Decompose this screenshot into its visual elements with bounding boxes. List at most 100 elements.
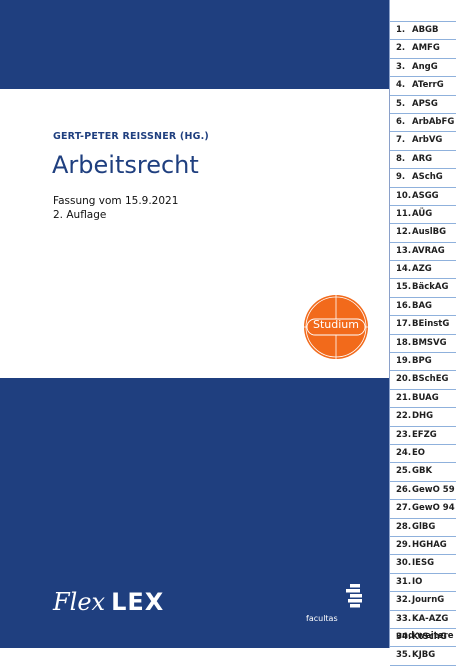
index-item: 4. ATerrG: [390, 77, 456, 96]
index-item-number: 20.: [396, 374, 412, 385]
index-item-label: BMSVG: [412, 337, 447, 348]
index-item-number: 2.: [396, 43, 406, 54]
index-item-label: ArbVG: [412, 135, 443, 146]
index-item-number: 25.: [396, 466, 412, 477]
index-item: 28.GlBG: [390, 519, 456, 537]
index-item-number: 9.: [396, 172, 406, 183]
index-item-number: 18.: [396, 337, 412, 348]
index-item: 11.AÜG: [390, 206, 456, 225]
publisher-name: facultas: [306, 614, 338, 623]
index-item-label: EFZG: [412, 429, 437, 440]
index-item-number: 24.: [396, 447, 412, 458]
index-item-label: ASchG: [412, 172, 443, 183]
index-item-number: 21.: [396, 392, 412, 403]
index-item-number: 28.: [396, 521, 412, 532]
index-item-number: 6.: [396, 116, 406, 127]
index-item: 3. AngG: [390, 59, 456, 78]
index-item: 34.KtSchG: [390, 629, 456, 648]
index-item-label: ArbAbFG: [412, 116, 455, 127]
index-item: 15.BäckAG: [390, 279, 456, 298]
index-item-label: AÜG: [412, 208, 433, 219]
brand-lex: LEX: [111, 588, 165, 616]
index-item-number: 17.: [396, 319, 412, 330]
index-item-label: IESG: [412, 558, 435, 569]
index-item-number: 31.: [396, 576, 412, 587]
index-item: 17.BEinstG: [390, 316, 456, 335]
index-item: 16.BAG: [390, 298, 456, 317]
index-item: 26.GewO 59: [390, 482, 456, 501]
index-item-label: AMFG: [412, 43, 440, 54]
index-item-number: 15.: [396, 282, 412, 293]
index-item-label: KA-AZG: [412, 613, 449, 624]
index-item-label: AngG: [412, 61, 438, 72]
index-item-label: EO: [412, 447, 426, 458]
index-item-number: 23.: [396, 429, 412, 440]
index-item-number: 10.: [396, 190, 412, 201]
index-item-label: AVRAG: [412, 245, 445, 256]
index-item-number: 5.: [396, 98, 406, 109]
index-item-number: 4.: [396, 80, 406, 91]
index-item-number: 3.: [396, 61, 406, 72]
index-item: 21.BUAG: [390, 390, 456, 409]
index-item-label: APSG: [412, 98, 438, 109]
index-item-label: IO: [412, 576, 423, 587]
index-item: 20.BSchEG: [390, 371, 456, 390]
index-item-label: HGHAG: [412, 539, 447, 550]
edition-number: 2. Auflage: [53, 209, 107, 221]
index-item-number: 12.: [396, 227, 412, 238]
index-item: 9. ASchG: [390, 169, 456, 188]
index-item: 29.HGHAG: [390, 537, 456, 556]
index-item-label: AuslBG: [412, 227, 447, 238]
index-item-number: 35.: [396, 650, 412, 661]
index-more: und weitere: [396, 631, 454, 641]
index-item: 35.KJBG: [390, 647, 456, 666]
index-item-number: 29.: [396, 539, 412, 550]
index-item: 27.GewO 94: [390, 500, 456, 519]
book-title: Arbeitsrecht: [52, 151, 199, 179]
index-item-label: JournG: [412, 595, 445, 606]
index-item: 18.BMSVG: [390, 335, 456, 354]
index-item: 2. AMFG: [390, 40, 456, 59]
index-item-number: 14.: [396, 264, 412, 275]
facultas-logo-icon: [346, 584, 362, 608]
index-item: 32.JournG: [390, 592, 456, 611]
index-item-number: 11.: [396, 208, 412, 219]
index-item-label: AZG: [412, 264, 432, 275]
index-item-label: ABGB: [412, 25, 439, 35]
index-item: 24.EO: [390, 445, 456, 464]
index-item-label: ATerrG: [412, 80, 444, 91]
index-item-number: 13.: [396, 245, 412, 256]
index-item-label: BUAG: [412, 392, 439, 403]
index-item-label: ASGG: [412, 190, 439, 201]
index-item: 25.GBK: [390, 463, 456, 482]
index-item-number: 30.: [396, 558, 412, 569]
index-item-label: GlBG: [412, 521, 436, 532]
flexlex-logo: Flex LEX: [53, 588, 164, 616]
index-item-number: 8.: [396, 153, 406, 164]
index-item-label: BäckAG: [412, 282, 449, 293]
index-item: 22.DHG: [390, 408, 456, 427]
edition-info: Fassung vom 15.9.2021 2. Auflage: [53, 194, 178, 222]
index-item: 6. ArbAbFG: [390, 114, 456, 133]
index-item-number: 22.: [396, 411, 412, 422]
index-item-number: 32.: [396, 595, 412, 606]
index-item-number: 19.: [396, 356, 412, 367]
index-item-number: 7.: [396, 135, 406, 146]
index-item: 12.AuslBG: [390, 224, 456, 243]
index-item-label: DHG: [412, 411, 434, 422]
index-item-label: BSchEG: [412, 374, 449, 385]
index-top-divider: [390, 21, 456, 22]
studium-badge-icon: [304, 295, 368, 359]
index-item-number: 16.: [396, 300, 412, 311]
index-item: 14.AZG: [390, 261, 456, 280]
index-item-label: BPG: [412, 356, 432, 367]
index-item-number: 1.: [396, 25, 406, 35]
index-item: 33.KA-AZG: [390, 611, 456, 629]
index-item: 8. ARG: [390, 151, 456, 170]
index-item-label: GewO 59: [412, 484, 455, 495]
index-item: 1. ABGB: [390, 22, 456, 41]
index-item-label: BEinstG: [412, 319, 450, 330]
index-item-number: 26.: [396, 484, 412, 495]
index-item-label: BAG: [412, 300, 433, 311]
index-item: 31.IO: [390, 574, 456, 593]
